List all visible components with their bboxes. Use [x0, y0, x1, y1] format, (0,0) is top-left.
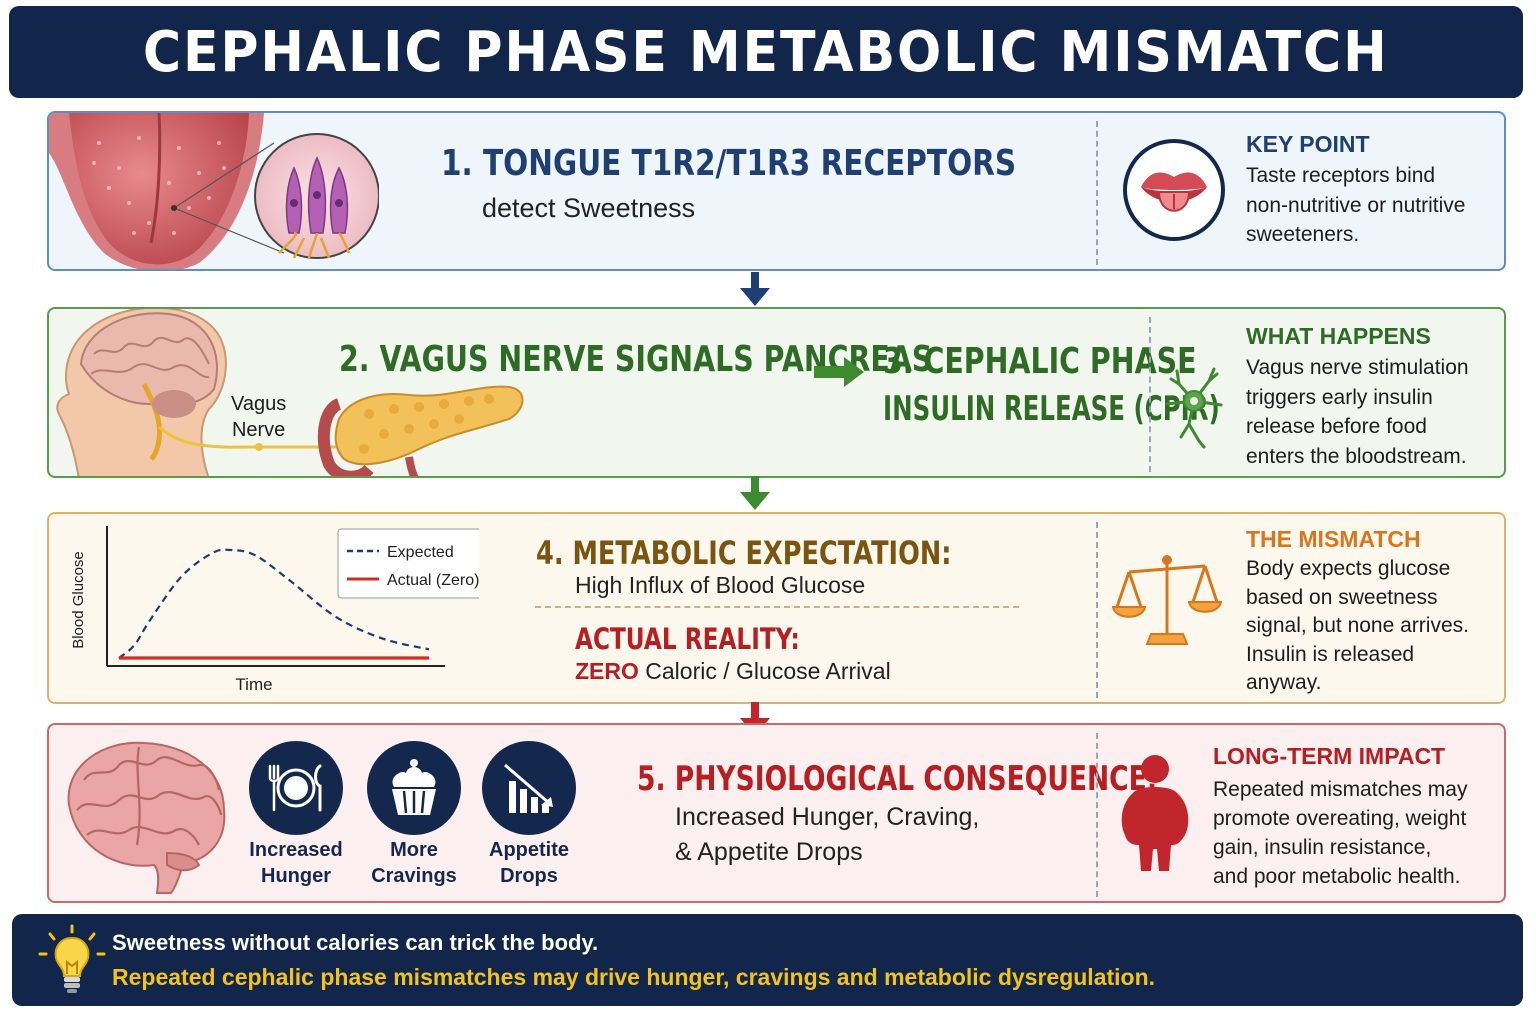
- icon-label-line: Drops: [500, 865, 558, 887]
- step-5-subtitle-line-1: Increased Hunger, Craving,: [675, 803, 980, 831]
- icon-label-line: Increased: [249, 839, 343, 861]
- divider: [1096, 121, 1098, 265]
- legend-label-actual: Actual (Zero): [387, 572, 479, 589]
- reality-title: ACTUAL REALITY:: [575, 622, 800, 656]
- tongue-illustration: [49, 113, 379, 269]
- chart-x-label: Time: [235, 675, 272, 694]
- step-1-title: 1. TONGUE T1R2/T1R3 RECEPTORS: [441, 143, 1017, 184]
- side-line: signal, but none arrives.: [1246, 614, 1469, 638]
- reality-text: ZERO Caloric / Glucose Arrival: [575, 658, 891, 685]
- appetite-drops-badge: [482, 741, 576, 835]
- side-line: non-nutritive or nutritive: [1246, 193, 1466, 217]
- series-line-expected: [118, 548, 430, 659]
- nerve-label-line: Nerve: [231, 419, 286, 441]
- vagus-nerve-label: Vagus Nerve: [231, 391, 286, 443]
- page-title: CEPHALIC PHASE METABOLIC MISMATCH: [143, 19, 1389, 85]
- head-brain-illustration: [56, 309, 524, 476]
- bar-chart-down-icon: [504, 763, 553, 813]
- divider: [1096, 522, 1098, 698]
- overweight-person-icon: [1121, 755, 1189, 871]
- icon-label-line: Appetite: [489, 839, 569, 861]
- arrow-down-icon: [740, 272, 770, 306]
- step-5-subtitle-line-2: & Appetite Drops: [675, 838, 863, 866]
- side-line: release before food: [1246, 415, 1427, 438]
- step-1-side-heading: KEY POINT: [1246, 131, 1370, 157]
- cupcake-icon: [392, 759, 436, 815]
- tongue-mouth-icon: [1123, 139, 1225, 241]
- side-line: Insulin is released: [1246, 642, 1415, 666]
- side-line: sweeteners.: [1246, 223, 1360, 246]
- legend-label-expected: Expected: [387, 544, 454, 561]
- plate-cutlery-icon: [268, 764, 322, 812]
- step-4-side-heading: THE MISMATCH: [1246, 526, 1421, 552]
- step-3-side-text: Vagus nerve stimulation triggers early i…: [1246, 353, 1469, 471]
- lightbulb-icon: [38, 924, 106, 993]
- scale-balance-icon: [1111, 555, 1223, 645]
- side-line: based on sweetness: [1246, 585, 1438, 609]
- arrow-right-icon: [814, 357, 864, 387]
- footer-banner: Sweetness without calories can trick the…: [12, 914, 1523, 1006]
- glucose-chart: Blood Glucose Time Expected Actual (Zero…: [70, 526, 479, 694]
- dashed-separator: [535, 606, 1019, 608]
- step-4-subtitle: High Influx of Blood Glucose: [575, 572, 866, 598]
- neuron-icon: [1165, 367, 1223, 449]
- increased-hunger-label: Increased Hunger: [236, 837, 356, 889]
- icon-label-line: Hunger: [261, 865, 331, 887]
- step-3-title-line-2: INSULIN RELEASE (CPIR): [883, 389, 1220, 429]
- footer-line-1: Sweetness without calories can trick the…: [112, 930, 599, 955]
- step-1-subtitle: detect Sweetness: [482, 193, 696, 223]
- more-cravings-badge: [367, 741, 461, 835]
- panel-step-2-3: Vagus Nerve 2. VAGUS NERVE SIGNALS PANCR…: [47, 307, 1506, 478]
- side-line: Repeated mismatches may: [1213, 778, 1468, 801]
- divider: [1149, 317, 1151, 472]
- step-1-side-text: Taste receptors bind non-nutritive or nu…: [1246, 161, 1465, 250]
- side-line: promote overeating, weight: [1213, 807, 1467, 830]
- step-5-side-heading: LONG-TERM IMPACT: [1213, 743, 1446, 769]
- panel-step-5: Increased Hunger More Cravings Appetite …: [47, 723, 1506, 903]
- step-5-side-text: Repeated mismatches may promote overeati…: [1213, 775, 1467, 891]
- side-line: triggers early insulin: [1246, 385, 1433, 409]
- side-line: Body expects glucose: [1246, 557, 1451, 580]
- chart-legend: [337, 528, 479, 599]
- reality-rest: Caloric / Glucose Arrival: [638, 658, 891, 684]
- step-4-title: 4. METABOLIC EXPECTATION:: [536, 534, 952, 572]
- step-5-title: 5. PHYSIOLOGICAL CONSEQUENCE:: [637, 759, 1158, 799]
- reality-zero: ZERO: [575, 658, 639, 684]
- side-line: enters the bloodstream.: [1246, 444, 1467, 468]
- step-3-side-heading: WHAT HAPPENS: [1246, 323, 1431, 349]
- more-cravings-label: More Cravings: [354, 837, 474, 889]
- icon-label-line: More: [390, 839, 438, 861]
- side-line: anyway.: [1246, 671, 1322, 695]
- nerve-label-line: Vagus: [231, 393, 287, 415]
- panel-step-1: 1. TONGUE T1R2/T1R3 RECEPTORS detect Swe…: [47, 111, 1506, 271]
- divider: [1096, 733, 1098, 897]
- side-line: and poor metabolic health.: [1213, 865, 1461, 888]
- step-4-side-text: Body expects glucose based on sweetness …: [1246, 555, 1469, 698]
- icon-label-line: Cravings: [371, 865, 457, 887]
- increased-hunger-badge: [249, 741, 343, 835]
- panel-step-4: Blood Glucose Time Expected Actual (Zero…: [47, 512, 1506, 704]
- step-3-title-line-1: 3. CEPHALIC PHASE: [883, 341, 1197, 382]
- side-line: gain, insulin resistance,: [1213, 836, 1432, 859]
- title-banner: CEPHALIC PHASE METABOLIC MISMATCH: [9, 6, 1523, 98]
- arrow-down-icon: [740, 476, 770, 510]
- side-line: Vagus nerve stimulation: [1246, 356, 1469, 379]
- footer-line-2: Repeated cephalic phase mismatches may d…: [112, 964, 1156, 990]
- brain-illustration: [67, 741, 226, 894]
- side-line: Taste receptors bind: [1246, 164, 1436, 187]
- chart-y-label: Blood Glucose: [70, 551, 87, 649]
- appetite-drops-label: Appetite Drops: [469, 837, 589, 889]
